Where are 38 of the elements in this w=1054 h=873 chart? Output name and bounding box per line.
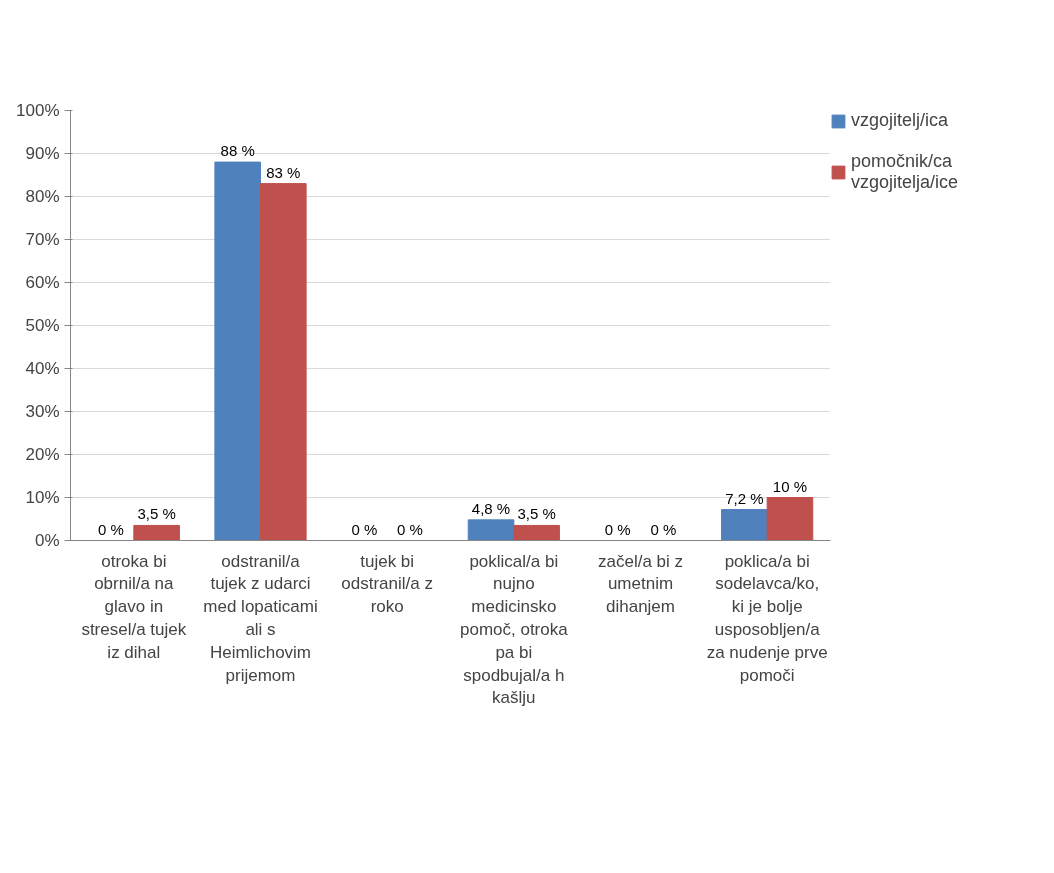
y-tick-label: 10% — [25, 488, 60, 507]
bar — [214, 161, 261, 541]
bar — [133, 524, 180, 541]
y-tick-label: 70% — [25, 230, 60, 249]
y-tick-label: 90% — [25, 144, 60, 163]
y-tick-label: 0% — [34, 531, 60, 550]
legend-label: vzgojitelj/ica — [851, 110, 949, 131]
y-tick-label: 20% — [25, 445, 60, 464]
bar — [766, 497, 814, 541]
data-label: 0 % — [351, 520, 378, 538]
x-tick-label: poklical/a bi nujno medicinsko pomoč, otroka pa bi spodbujal/a h kašlju — [459, 551, 569, 708]
data-label: 7,2 % — [725, 489, 764, 507]
data-label: 0 % — [650, 520, 677, 538]
y-tick-label: 30% — [25, 402, 60, 421]
data-label: 10 % — [772, 477, 808, 495]
bar — [513, 524, 560, 541]
x-tick-label: odstranil/a tujek z udarci med lopaticami ali s Heimlichovim prijemom — [203, 551, 318, 685]
data-label: 3,5 % — [137, 505, 176, 523]
data-label: 0 % — [604, 520, 631, 538]
y-tick-label: 100% — [16, 101, 60, 120]
data-label: 83 % — [266, 163, 301, 181]
x-tick-label: začel/a bi z umetnim dihanjem — [597, 551, 684, 617]
data-label: 4,8 % — [471, 499, 511, 517]
bar — [721, 509, 768, 541]
y-tick-label: 50% — [25, 316, 60, 335]
y-tick-label: 40% — [25, 359, 60, 378]
x-tick-label: tujek bi odstranil/a z roko — [341, 551, 434, 617]
bar — [467, 519, 515, 541]
legend-label: pomočnik/ca vzgojitelja/ice — [851, 151, 959, 193]
bar — [260, 183, 307, 541]
data-label: 0 % — [98, 520, 124, 538]
y-tick-label: 80% — [25, 187, 60, 206]
data-label: 3,5 % — [517, 505, 556, 523]
x-tick-label: otroka bi obrnil/a na glavo in stresel/a tujek iz dihal — [81, 551, 187, 662]
y-tick-label: 60% — [25, 273, 60, 292]
x-tick-label: poklica/a bi sodelavca/ko, ki je bolje usposobljen/a za nudenje prve pomoči — [706, 551, 828, 685]
data-label: 0 % — [397, 520, 423, 538]
data-label: 88 % — [220, 142, 255, 160]
